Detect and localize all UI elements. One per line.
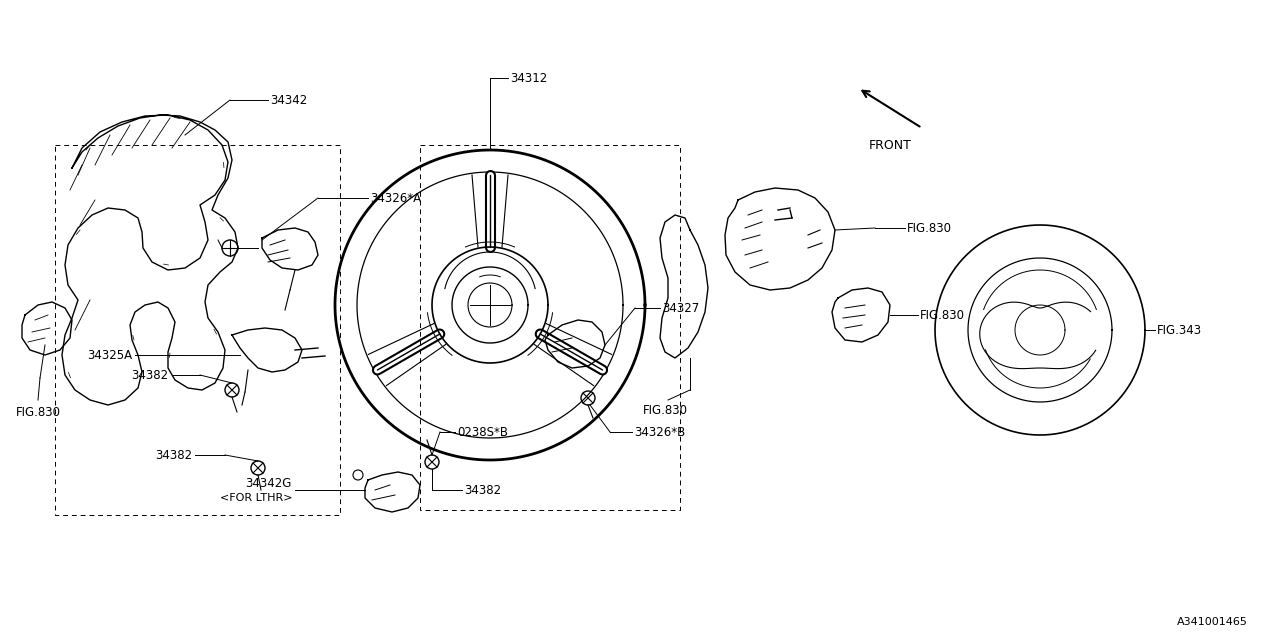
Text: FIG.830: FIG.830: [15, 406, 60, 419]
Text: 34382: 34382: [131, 369, 168, 381]
Text: 34326*B: 34326*B: [634, 426, 685, 438]
Text: FIG.830: FIG.830: [643, 403, 687, 417]
Text: FIG.343: FIG.343: [1157, 323, 1202, 337]
Text: FIG.830: FIG.830: [920, 308, 965, 321]
Text: <FOR LTHR>: <FOR LTHR>: [219, 493, 292, 503]
Text: FRONT: FRONT: [869, 138, 911, 152]
Text: FIG.830: FIG.830: [908, 221, 952, 234]
Text: A341001465: A341001465: [1178, 617, 1248, 627]
Text: 34382: 34382: [465, 483, 502, 497]
Text: 34312: 34312: [509, 72, 548, 84]
Text: 34382: 34382: [155, 449, 192, 461]
Text: 34326*A: 34326*A: [370, 191, 421, 205]
Text: 34327: 34327: [662, 301, 699, 314]
Text: 0238S*B: 0238S*B: [457, 426, 508, 438]
Text: 34342G: 34342G: [246, 477, 292, 490]
Text: 34342: 34342: [270, 93, 307, 106]
Text: 34325A: 34325A: [87, 349, 132, 362]
